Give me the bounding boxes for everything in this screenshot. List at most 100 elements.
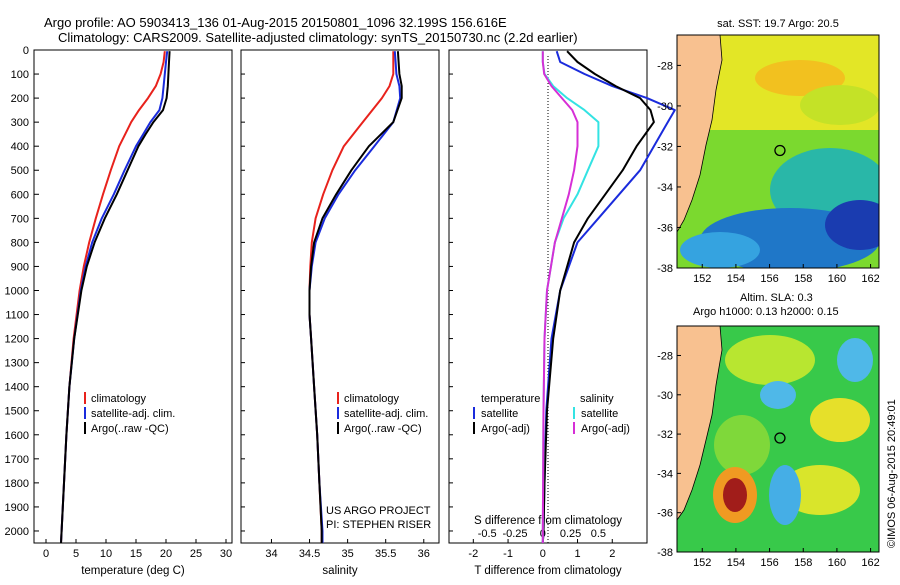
temperature-x-ticks: 0 5 10 15 20 25 30 [43,539,232,560]
x-tick-label: 0 [540,548,546,560]
map-y-tick-label: -34 [657,468,673,480]
depth-tick-label: 1800 [5,478,29,490]
sla-map-ticks: 152 154 156 158 160 162 -28 -30 -32 -34 -36 -38 [657,350,880,569]
map-y-tick-label: -32 [657,141,673,153]
temperature-legend: climatology satellite-adj. clim. Argo(..… [84,392,175,435]
header-line-1: Argo profile: AO 5903413_136 01-Aug-2015… [44,15,507,30]
difference-x-ticks: -2 -1 0 1 2-0.5 -0.25 0 0.25 0.5 [468,528,615,560]
legend-temperature-header: temperature [481,393,540,405]
sla-low-patch [760,381,796,409]
s-tick-label: 0.25 [560,528,581,540]
series-salinity-satellite [541,51,600,543]
sst-argo-marker [774,144,786,157]
legend-t-satellite: satellite [481,408,518,420]
depth-tick-label: 1500 [5,406,29,418]
sla-map-subtitle: Argo h1000: 0.13 h2000: 0.15 [693,306,839,318]
depth-tick-label: 1600 [5,430,29,442]
map-y-tick-label: -36 [657,222,673,234]
pi-credit: PI: STEPHEN RISER [326,519,431,531]
depth-tick-label: 1300 [5,358,29,370]
depth-tick-label: 700 [11,213,29,225]
x-tick-label: 30 [220,548,232,560]
depth-tick-label: 0 [23,45,29,57]
imos-credit: ©IMOS 06-Aug-2015 20:49:01 [886,399,898,548]
legend-argo: Argo(..raw -QC) [344,423,422,435]
sla-argo-marker [774,432,786,444]
t-difference-axis-label: T difference from climatology [474,565,621,577]
legend-climatology: climatology [344,393,400,405]
series-salinity-argo-adj- [541,51,579,543]
map-x-tick-label: 156 [760,273,778,285]
x-tick-label: -1 [503,548,513,560]
map-x-tick-label: 158 [794,557,812,569]
legend-argo: Argo(..raw -QC) [91,423,169,435]
sst-map-title: sat. SST: 19.7 Argo: 20.5 [717,18,839,30]
project-credit: US ARGO PROJECT [326,505,431,517]
x-tick-label: 36 [418,548,430,560]
map-x-tick-label: 154 [727,273,745,285]
x-tick-label: 10 [100,548,112,560]
depth-tick-label: 1900 [5,502,29,514]
legend-satellite-adj: satellite-adj. clim. [91,408,175,420]
header-line-2: Climatology: CARS2009. Satellite-adjuste… [58,30,578,45]
series-climatology [308,51,395,543]
difference-profile-lines [541,50,676,544]
depth-tick-label: 1700 [5,454,29,466]
x-tick-label: 34 [265,548,277,560]
depth-axis: 0 100 200 300 400 500 600 700 800 900 1000 1100 1200… [5,45,453,538]
depth-tick-label: 500 [11,165,29,177]
depth-tick-label: 300 [11,117,29,129]
x-tick-label: 34.5 [299,548,320,560]
sst-shelf-cool [680,232,760,268]
series-argo-raw-qc- [308,51,403,543]
map-x-tick-label: 160 [828,273,846,285]
legend-satellite-adj: satellite-adj. clim. [344,408,428,420]
series-argo-raw-qc- [60,51,171,544]
sst-warm-patch [755,60,845,96]
depth-tick-label: 400 [11,141,29,153]
series-temperature-argo-adj- [541,50,655,544]
map-y-tick-label: -30 [657,101,673,113]
salinity-panel-frame [240,49,440,544]
sla-map-title: Altim. SLA: 0.3 [740,292,813,304]
legend-s-satellite: satellite [581,408,618,420]
depth-tick-label: 600 [11,189,29,201]
series-satellite-adj-clim- [308,51,402,543]
sla-hot-core [723,478,747,512]
sla-map [677,326,879,552]
depth-tick-label: 900 [11,261,29,273]
depth-tick-label: 100 [11,69,29,81]
x-tick-label: 20 [160,548,172,560]
s-tick-label: -0.5 [478,528,497,540]
x-tick-label: -2 [468,548,478,560]
salinity-axis-label: salinity [322,565,357,577]
temperature-panel-frame [33,49,233,544]
map-x-tick-label: 158 [794,273,812,285]
sst-map-ticks: 152 154 156 158 160 162 -28 -30 -32 -34 -36 -38 [657,60,880,285]
map-x-tick-label: 152 [693,273,711,285]
x-tick-label: 5 [73,548,79,560]
x-tick-label: 0 [43,548,49,560]
map-y-tick-label: -28 [657,60,673,72]
sla-low-patch-3 [769,465,801,525]
map-y-tick-label: -30 [657,390,673,402]
sst-map-frame [676,34,880,269]
map-y-tick-label: -36 [657,508,673,520]
legend-s-argo: Argo(-adj) [581,423,630,435]
x-tick-label: 1 [574,548,580,560]
map-y-tick-label: -34 [657,182,673,194]
depth-tick-label: 800 [11,237,29,249]
difference-legend: temperature salinity satellite Argo(-adj… [473,393,630,435]
legend-climatology: climatology [91,393,147,405]
map-x-tick-label: 152 [693,557,711,569]
sla-high-patch-2 [810,398,870,442]
salinity-profile-lines [308,51,403,543]
map-x-tick-label: 156 [760,557,778,569]
map-y-tick-label: -28 [657,350,673,362]
x-tick-label: 35 [341,548,353,560]
depth-tick-label: 2000 [5,526,29,538]
x-tick-label: 35.5 [375,548,396,560]
sla-land [677,326,723,521]
